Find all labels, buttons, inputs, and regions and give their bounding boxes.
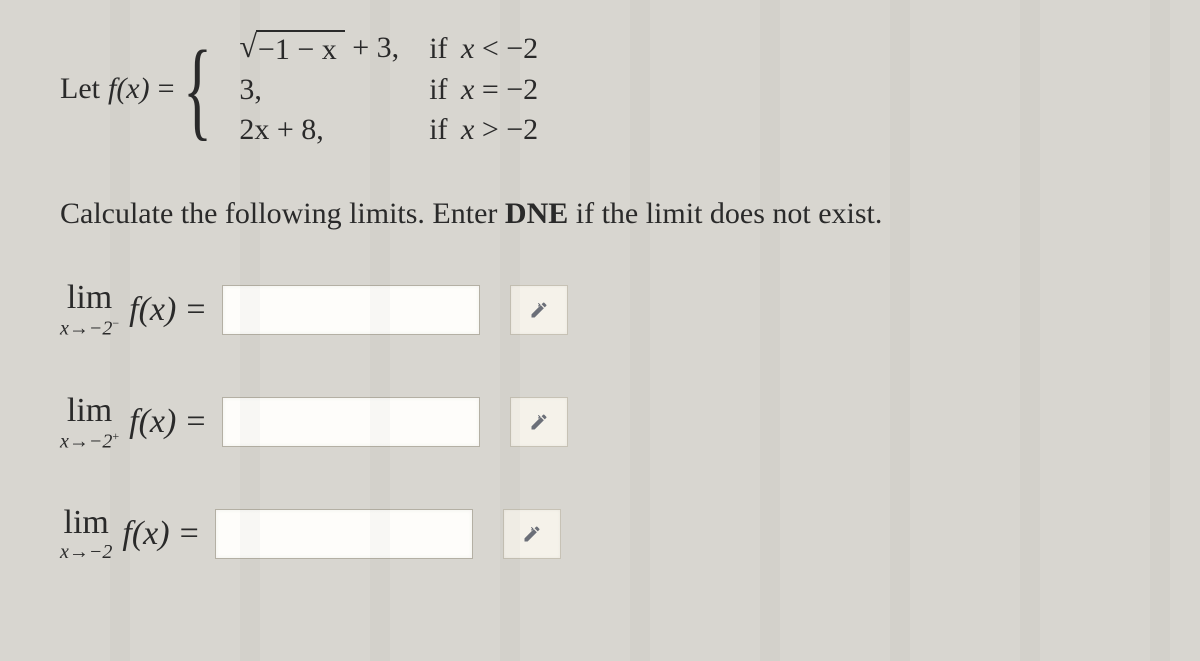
- lim-sub: x→−2: [60, 542, 112, 562]
- sqrt-expr: √ −1 − x: [239, 30, 344, 67]
- cond-val: −2: [506, 32, 538, 65]
- lim-sub: x→−2+: [60, 430, 119, 452]
- lim-label: lim: [67, 394, 112, 428]
- formula-editor-button[interactable]: [510, 397, 568, 447]
- cond-val: −2: [506, 73, 538, 106]
- limit-row: limx→−2− f(x)=: [60, 281, 1160, 339]
- lim-label: lim: [67, 281, 112, 315]
- instruction-before: Calculate the following limits. Enter: [60, 197, 505, 230]
- function-name: f(x): [108, 72, 150, 106]
- limit-notation: limx→−2+: [60, 394, 119, 452]
- lim-label: lim: [64, 506, 109, 540]
- pencil-icon: [529, 412, 549, 432]
- limit-body: f(x)=: [122, 515, 208, 553]
- case-expr-3: 2x + 8,: [239, 113, 399, 147]
- limit-body: f(x)=: [129, 291, 215, 329]
- function-definition: Let f(x) = { √ −1 − x + 3, if x < −2 3, …: [60, 30, 1160, 147]
- lim-sub: x→−2−: [60, 317, 119, 339]
- limit-row: limx→−2+ f(x)=: [60, 394, 1160, 452]
- radical-icon: √: [239, 30, 257, 62]
- case-expr-1-tail: + 3,: [345, 31, 399, 64]
- cond-var: x: [461, 113, 474, 146]
- left-brace: {: [183, 45, 212, 133]
- if-label: if: [429, 73, 447, 106]
- case-cond-1: if x < −2: [429, 32, 538, 66]
- case-expr-1: √ −1 − x + 3,: [239, 30, 399, 67]
- formula-editor-button[interactable]: [503, 509, 561, 559]
- piecewise-cases: √ −1 − x + 3, if x < −2 3, if x = −2 2x …: [239, 30, 538, 147]
- if-label: if: [429, 32, 447, 65]
- answer-input[interactable]: [222, 285, 480, 335]
- limit-row: limx→−2 f(x)=: [60, 506, 1160, 562]
- radicand: −1 − x: [256, 30, 345, 67]
- instruction-bold: DNE: [505, 197, 568, 230]
- equals-sign: =: [158, 72, 175, 106]
- instruction-text: Calculate the following limits. Enter DN…: [60, 197, 1140, 231]
- pencil-icon: [522, 524, 542, 544]
- answer-input[interactable]: [222, 397, 480, 447]
- limit-body: f(x)=: [129, 403, 215, 441]
- cond-var: x: [461, 32, 474, 65]
- case-cond-3: if x > −2: [429, 113, 538, 147]
- cond-rel: <: [482, 32, 499, 65]
- case-expr-2: 3,: [239, 73, 399, 107]
- cond-rel: >: [482, 113, 499, 146]
- limit-notation: limx→−2−: [60, 281, 119, 339]
- cond-rel: =: [482, 73, 499, 106]
- let-label: Let: [60, 72, 100, 106]
- limit-notation: limx→−2: [60, 506, 112, 562]
- answer-input[interactable]: [215, 509, 473, 559]
- formula-editor-button[interactable]: [510, 285, 568, 335]
- pencil-icon: [529, 300, 549, 320]
- cond-val: −2: [506, 113, 538, 146]
- instruction-after: if the limit does not exist.: [568, 197, 882, 230]
- case-cond-2: if x = −2: [429, 73, 538, 107]
- cond-var: x: [461, 73, 474, 106]
- if-label: if: [429, 113, 447, 146]
